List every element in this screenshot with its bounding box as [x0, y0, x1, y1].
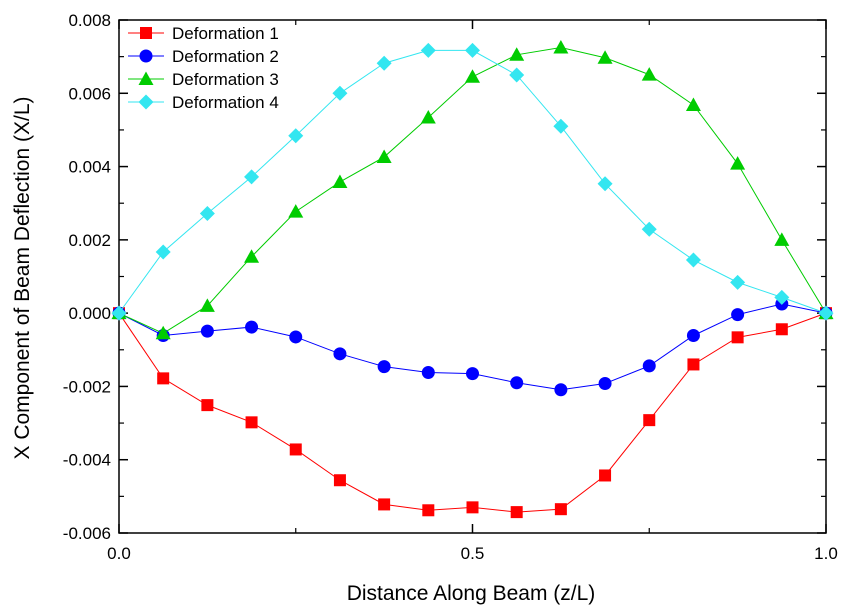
legend-label: Deformation 3: [172, 70, 279, 89]
legend-marker: [138, 71, 154, 85]
data-point: [774, 289, 790, 305]
data-point: [199, 205, 215, 221]
data-point: [333, 347, 347, 361]
y-tick-label: -0.002: [63, 377, 111, 396]
data-point: [775, 323, 788, 336]
data-point: [466, 367, 479, 381]
legend-label: Deformation 4: [172, 93, 279, 112]
data-point: [509, 67, 525, 83]
data-point: [422, 504, 435, 517]
data-point: [244, 169, 260, 185]
data-point: [201, 399, 214, 412]
data-point: [157, 372, 170, 385]
data-point: [597, 176, 613, 192]
legend-entry: Deformation 3: [128, 70, 279, 89]
data-point: [289, 443, 302, 456]
y-tick-label: 0.004: [68, 158, 111, 177]
y-tick-label: 0.002: [68, 231, 111, 250]
data-point: [730, 156, 746, 170]
data-point: [687, 358, 700, 371]
series-line: [118, 312, 827, 513]
y-tick-label: 0.008: [68, 11, 111, 30]
y-tick-label: 0.000: [68, 304, 111, 323]
data-point: [376, 55, 392, 71]
data-point: [332, 85, 348, 101]
data-point: [642, 359, 656, 373]
legend-label: Deformation 1: [172, 24, 279, 43]
data-point: [378, 498, 391, 511]
data-point: [643, 414, 656, 427]
data-point: [818, 305, 834, 321]
series-4: [111, 42, 834, 321]
legend-marker: [140, 27, 152, 39]
x-tick-label: 1.0: [814, 544, 838, 563]
data-point: [599, 469, 612, 482]
legend-entry: Deformation 1: [128, 24, 279, 43]
data-point: [553, 118, 569, 134]
data-point: [376, 149, 392, 164]
series-2: [112, 297, 833, 397]
data-point: [465, 69, 480, 83]
y-tick-label: -0.004: [63, 451, 111, 470]
data-point: [731, 308, 745, 322]
data-point: [420, 42, 436, 58]
data-point: [731, 331, 744, 344]
x-tick-label: 0.0: [107, 544, 131, 563]
data-point: [686, 328, 700, 342]
data-point: [288, 204, 304, 218]
legend-marker: [139, 49, 153, 63]
legend-marker: [138, 94, 154, 110]
data-point: [510, 376, 524, 390]
legend-label: Deformation 2: [172, 47, 279, 66]
data-point: [155, 244, 171, 260]
series-3: [111, 39, 834, 340]
legend-entry: Deformation 4: [128, 93, 279, 112]
data-point: [466, 501, 479, 514]
data-point: [377, 360, 391, 374]
data-point: [598, 376, 612, 390]
y-tick-label: -0.006: [63, 524, 111, 543]
series-line: [118, 49, 827, 314]
data-point: [553, 39, 569, 54]
data-point: [333, 474, 346, 487]
data-point: [199, 298, 215, 312]
y-axis-label: X Component of Beam Deflection (X/L): [11, 96, 34, 459]
data-point: [685, 97, 701, 112]
data-point: [597, 50, 613, 64]
data-point: [245, 320, 259, 334]
data-point: [200, 324, 214, 338]
x-tick-label: 0.5: [461, 544, 485, 563]
data-point: [421, 366, 435, 380]
data-point: [554, 503, 567, 516]
data-point: [420, 109, 436, 124]
data-point: [111, 305, 127, 321]
data-point: [245, 416, 258, 429]
data-point: [510, 506, 523, 519]
y-tick-label: 0.006: [68, 84, 111, 103]
axis-ticks: 0.0 0.5 1.0 -0.006 -0.004 -0.002 0.000 0.002 0.0…: [63, 11, 838, 563]
series-group: [111, 39, 834, 519]
data-point: [332, 174, 348, 188]
data-point: [641, 67, 657, 81]
data-point: [155, 325, 171, 340]
legend: Deformation 1 Deformation 2 Deformation 3 D…: [128, 24, 279, 112]
data-point: [288, 128, 304, 144]
series-1: [113, 307, 832, 519]
series-line: [118, 46, 827, 334]
data-point: [465, 42, 480, 58]
data-point: [641, 221, 657, 237]
data-point: [554, 383, 568, 397]
data-point: [509, 47, 525, 61]
data-point: [730, 274, 746, 290]
x-axis-label: Distance Along Beam (z/L): [347, 582, 596, 605]
data-point: [289, 330, 303, 344]
legend-entry: Deformation 2: [128, 47, 279, 66]
data-point: [244, 249, 260, 263]
data-point: [685, 252, 701, 268]
data-point: [774, 232, 790, 246]
